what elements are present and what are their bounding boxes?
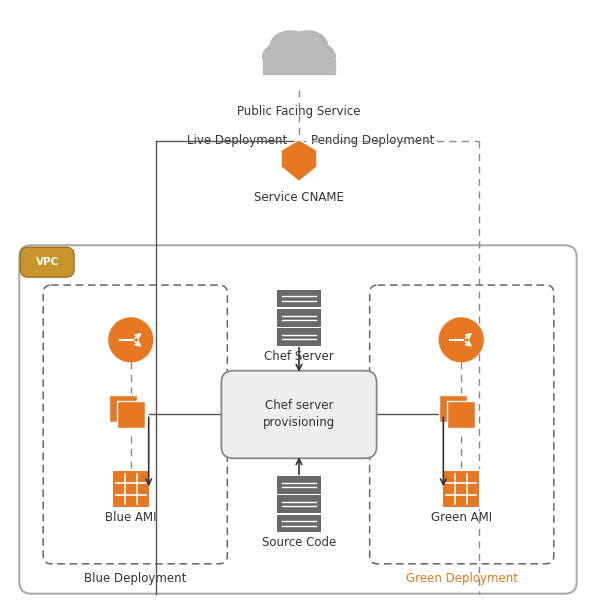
FancyBboxPatch shape — [277, 476, 321, 493]
Text: Chef server
provisioning: Chef server provisioning — [263, 400, 335, 429]
Text: Blue Deployment: Blue Deployment — [84, 572, 186, 585]
Bar — [263, 60, 335, 74]
Text: Blue AMI: Blue AMI — [105, 511, 156, 524]
Ellipse shape — [263, 43, 299, 70]
Text: Green AMI: Green AMI — [430, 511, 492, 524]
Circle shape — [109, 318, 153, 362]
Text: Public Facing Service: Public Facing Service — [237, 105, 361, 118]
Ellipse shape — [273, 34, 325, 73]
FancyBboxPatch shape — [277, 515, 321, 532]
FancyBboxPatch shape — [447, 401, 475, 428]
FancyBboxPatch shape — [439, 395, 467, 423]
FancyBboxPatch shape — [117, 401, 144, 428]
FancyBboxPatch shape — [277, 328, 321, 346]
FancyBboxPatch shape — [277, 495, 321, 513]
Circle shape — [439, 318, 483, 362]
Polygon shape — [281, 140, 317, 182]
FancyBboxPatch shape — [109, 395, 137, 423]
Ellipse shape — [276, 38, 322, 72]
Ellipse shape — [299, 43, 336, 70]
Text: Pending Deployment: Pending Deployment — [311, 134, 434, 147]
Text: Chef Server: Chef Server — [264, 350, 334, 363]
Text: Service CNAME: Service CNAME — [254, 190, 344, 204]
Text: Source Code: Source Code — [262, 536, 336, 549]
Text: Green Deployment: Green Deployment — [406, 572, 518, 585]
FancyBboxPatch shape — [112, 470, 150, 508]
FancyBboxPatch shape — [20, 247, 74, 277]
FancyBboxPatch shape — [442, 470, 480, 508]
Ellipse shape — [270, 31, 310, 61]
Text: VPC: VPC — [36, 257, 59, 267]
FancyBboxPatch shape — [221, 371, 377, 458]
FancyBboxPatch shape — [277, 290, 321, 307]
Ellipse shape — [288, 31, 328, 61]
Text: Live Deployment: Live Deployment — [187, 134, 287, 147]
FancyBboxPatch shape — [277, 309, 321, 326]
